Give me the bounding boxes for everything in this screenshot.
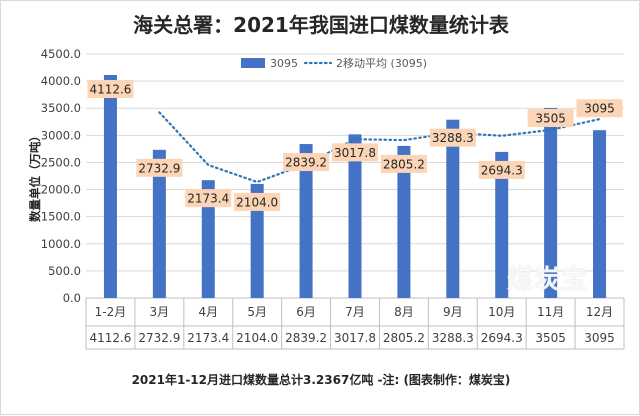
data-label: 4112.6 [89, 83, 131, 97]
y-tick-label: 1500.0 [41, 210, 81, 224]
data-label-box [185, 189, 232, 208]
table-value: 2104.0 [236, 331, 278, 345]
data-label-box [87, 80, 134, 99]
x-tick-label: 1-2月 [95, 305, 127, 319]
watermark-logo: 煤炭宝 [507, 265, 589, 295]
x-tick-label: 7月 [345, 305, 365, 319]
legend-bar-label: 3095 [270, 57, 298, 70]
legend-line-label: 2移动平均 (3095) [336, 57, 427, 70]
y-tick-label: 500.0 [48, 264, 81, 278]
data-label: 3017.8 [334, 146, 376, 160]
table-value: 3505 [535, 331, 566, 345]
chart-footer-note: 2021年1-12月进口煤数量总计3.2367亿吨 -注: (图表制作：煤炭宝) [131, 373, 511, 387]
data-label: 2732.9 [138, 161, 180, 175]
y-tick-label: 3500.0 [41, 101, 81, 115]
table-value: 3017.8 [334, 331, 376, 345]
y-tick-label: 2000.0 [41, 183, 81, 197]
data-label-box [234, 192, 281, 211]
data-label-box [429, 128, 476, 147]
table-value: 2732.9 [138, 331, 180, 345]
data-label-box [332, 143, 378, 162]
moving-average-line [158, 111, 601, 184]
y-tick-label: 0.0 [63, 291, 81, 305]
data-label-box [283, 153, 330, 172]
x-tick-label: 4月 [198, 305, 218, 319]
x-tick-label: 11月 [537, 305, 564, 319]
data-label-box [478, 160, 525, 179]
bar [103, 75, 117, 298]
data-label-box [380, 154, 427, 173]
legend-bar-swatch [241, 58, 265, 68]
bar [593, 130, 607, 298]
data-label: 2104.0 [236, 195, 278, 209]
y-tick-label: 2500.0 [41, 155, 81, 169]
bar [446, 119, 460, 298]
data-label: 3505 [535, 111, 566, 125]
data-label-box [576, 99, 623, 118]
data-label: 3288.3 [432, 131, 474, 145]
bar [250, 183, 264, 298]
x-tick-label: 3月 [150, 305, 170, 319]
table-value: 3095 [584, 331, 615, 345]
data-label: 2805.2 [383, 157, 425, 171]
data-label: 3095 [584, 102, 615, 116]
x-tick-label: 10月 [488, 305, 515, 319]
x-tick-label: 12月 [586, 305, 613, 319]
y-tick-label: 4500.0 [41, 47, 81, 61]
table-value: 2839.2 [285, 331, 327, 345]
y-tick-label: 1000.0 [41, 237, 81, 251]
bar [348, 134, 362, 298]
bar [397, 145, 411, 298]
data-label-box [136, 158, 183, 177]
table-value: 2805.2 [383, 331, 425, 345]
bar [495, 151, 509, 298]
table-value: 2694.3 [481, 331, 523, 345]
data-label: 2173.4 [187, 192, 229, 206]
bar [152, 149, 166, 298]
table-value: 2173.4 [187, 331, 229, 345]
table-value: 4112.6 [89, 331, 131, 345]
bar [201, 180, 215, 298]
x-tick-label: 8月 [394, 305, 414, 319]
x-tick-label: 6月 [296, 305, 316, 319]
bar [299, 144, 313, 298]
chart-title: 海关总署：2021年我国进口煤数量统计表 [133, 13, 509, 37]
data-label: 2839.2 [285, 156, 327, 170]
y-tick-label: 4000.0 [41, 74, 81, 88]
data-label-box [527, 108, 574, 127]
y-tick-label: 3000.0 [41, 128, 81, 142]
x-tick-label: 9月 [443, 305, 463, 319]
bar [544, 107, 558, 298]
y-axis-label: 数量单位（万吨） [28, 130, 42, 222]
x-tick-label: 5月 [247, 305, 267, 319]
data-label: 2694.3 [481, 163, 523, 177]
table-value: 3288.3 [432, 331, 474, 345]
